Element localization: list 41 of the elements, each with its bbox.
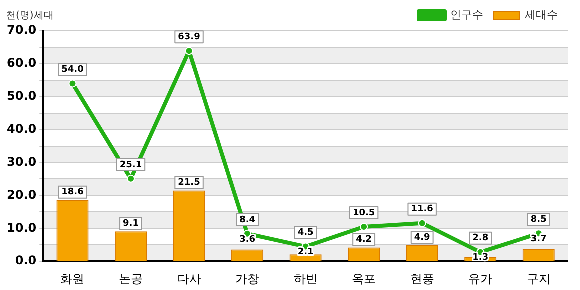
data-label: 10.5 — [352, 208, 376, 218]
y-tick-label: 10.0 — [7, 220, 37, 235]
data-label: 2.8 — [472, 234, 489, 244]
y-tick-label: 30.0 — [7, 154, 37, 169]
y-tick-label: 0.0 — [15, 254, 37, 268]
x-tick-label: 유가 — [468, 272, 493, 286]
data-label: 21.5 — [178, 178, 200, 188]
data-label: 8.4 — [240, 215, 256, 226]
data-label: 54.0 — [62, 65, 84, 76]
y-axis-title: 천(명)세대 — [6, 10, 54, 22]
legend-label: 인구수 — [450, 8, 484, 22]
x-tick-label: 가창 — [236, 272, 260, 286]
data-label: 11.6 — [411, 204, 434, 215]
point — [185, 47, 194, 56]
data-label: 3.6 — [240, 234, 256, 245]
point — [418, 219, 426, 228]
data-label: 9.1 — [123, 218, 139, 229]
data-label: 63.9 — [178, 32, 200, 42]
data-label: 18.6 — [62, 188, 84, 198]
data-label: 8.5 — [530, 214, 547, 225]
data-label: 4.5 — [298, 228, 314, 238]
y-tick-label: 20.0 — [7, 188, 37, 202]
data-label: 3.7 — [530, 234, 547, 244]
y-tick-label: 50.0 — [7, 89, 37, 104]
x-tick-label: 다사 — [177, 272, 202, 286]
y-tick-label: 60.0 — [7, 56, 37, 70]
x-tick-label: 옥포 — [352, 272, 376, 286]
x-tick-label: 화원 — [60, 272, 85, 286]
x-tick-label: 하빈 — [294, 272, 318, 286]
point — [68, 80, 77, 88]
x-tick-label: 논공 — [119, 272, 144, 286]
data-label: 4.9 — [414, 232, 430, 243]
point — [127, 174, 136, 183]
legend-label: 세대수 — [525, 8, 558, 22]
x-tick-label: 현풍 — [410, 272, 434, 286]
data-label: 4.2 — [356, 235, 372, 246]
data-label: 25.1 — [120, 160, 142, 170]
x-tick-label: 구지 — [526, 272, 551, 286]
data-label: 2.1 — [298, 248, 314, 258]
y-tick-label: 40.0 — [7, 122, 37, 136]
y-tick-label: 70.0 — [7, 23, 37, 38]
